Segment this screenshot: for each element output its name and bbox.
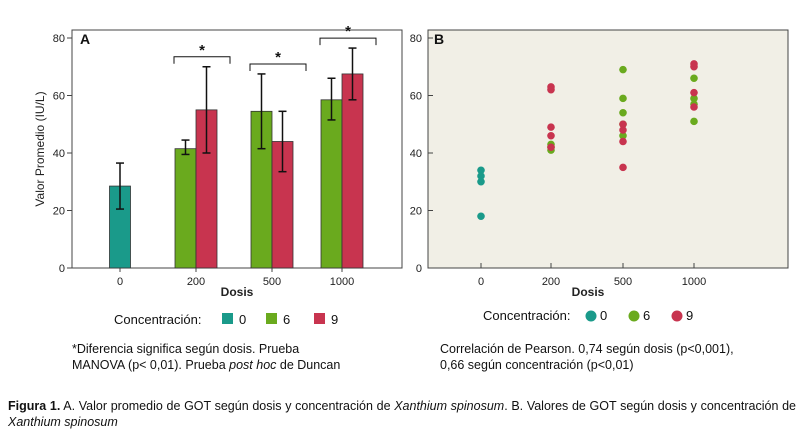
panel-b-y-tick-label-40: 40: [410, 148, 422, 160]
panel-a-significance-star-500: *: [275, 49, 281, 66]
panel-a-y-tick-label-0: 0: [59, 263, 65, 275]
panel-a-y-tick-label-80: 80: [53, 33, 65, 45]
panel-a-significance-star-1000: *: [345, 23, 351, 40]
panel-b-legend-label-0: 0: [600, 308, 607, 323]
panel-a-legend-swatch-6: [266, 313, 277, 324]
panel-a-x-tick-label-500: 500: [263, 276, 281, 288]
figure-charts: A Dosis Valor Promedio (IU/L) 020406080 …: [33, 23, 789, 327]
panel-b-point-conc-6-dosis-1000-10: [690, 94, 698, 103]
panel-b-x-tick-label-0: 0: [478, 276, 484, 288]
caption-species-1: Xanthium spinosum: [394, 399, 505, 413]
panel-a-error-bars: [116, 47, 357, 210]
panel-b-legend-dot-0: [585, 310, 597, 322]
panel-b-legend-label-6: 6: [643, 308, 650, 323]
panel-a-y-tick-label-60: 60: [53, 91, 65, 103]
caption-species-2: Xanthium spinosum: [8, 415, 118, 429]
panel-b-plot-area: [427, 29, 789, 269]
panel-a-bar-dosis-1000-conc-9: [341, 73, 364, 269]
panel-b-x-tick-label-1000: 1000: [682, 276, 706, 288]
panel-b-x-tick-label-500: 500: [614, 276, 632, 288]
panel-b-point-conc-6-dosis-500-3: [619, 131, 627, 140]
panel-b-point-conc-9-dosis-500-7: [619, 126, 627, 134]
panel-a-legend-label-6: 6: [283, 312, 290, 327]
caption-text-a: A. Valor promedio de GOT según dosis y c…: [60, 399, 395, 413]
panel-b-point-conc-9-dosis-200-2: [547, 123, 555, 131]
panel-b-legend-title: Concentración:: [483, 308, 570, 323]
panel-b-point-conc-9-dosis-200-4: [547, 83, 555, 91]
panel-b-letter: B: [434, 31, 444, 47]
panel-b-note-line1: Correlación de Pearson. 0,74 según dosis…: [440, 342, 734, 356]
caption-text-b: . B. Valores de GOT según dosis y concen…: [504, 399, 796, 413]
panel-a-legend-title: Concentración:: [114, 312, 201, 327]
panel-a-significance-star-200: *: [199, 42, 205, 59]
panel-b-legend-dot-9: [671, 310, 683, 322]
panel-b-point-conc-6-dosis-1000-11: [690, 74, 698, 83]
panel-a-note-line2-italic: post hoc: [229, 358, 277, 372]
panel-a-note-line2-a: MANOVA (p< 0,01). Prueba: [72, 358, 230, 372]
panel-b-x-axis: 0 200 500 1000: [478, 263, 706, 288]
panel-a-note-line1: *Diferencia significa según dosis. Prueb…: [72, 342, 300, 356]
panel-b-legend-dot-6: [628, 310, 640, 322]
panel-a-y-tick-label-20: 20: [53, 206, 65, 218]
panel-b-legend: Concentración: 0 6 9: [483, 308, 693, 323]
panel-b-point-conc-0-dosis-0-3: [477, 166, 485, 175]
panel-a-note-line2-b: de Duncan: [276, 358, 341, 372]
panel-a-x-tick-label-200: 200: [187, 276, 205, 288]
panel-b-y-axis: 0 20 40 60 80: [410, 33, 433, 275]
panel-b-legend-label-9: 9: [686, 308, 693, 323]
panel-b-note-line2: 0,66 según concentración (p<0,01): [440, 358, 634, 372]
panel-b-point-conc-6-dosis-500-5: [619, 108, 627, 117]
panel-b-point-conc-9-dosis-500-8: [619, 120, 627, 129]
panel-a-legend-label-9: 9: [331, 312, 338, 327]
panel-b-point-conc-0-dosis-0-2: [477, 172, 485, 180]
panel-b-y-tick-label-80: 80: [410, 33, 422, 45]
panel-a-bar-dosis-1000-conc-6: [320, 99, 343, 269]
panel-b-points: [477, 60, 698, 221]
panel-b-scatter-chart: B Dosis 0 20 40 60 80 0 200 500 1000: [410, 29, 789, 299]
panel-a-x-axis: 0 200 500 1000: [117, 268, 354, 288]
panel-b-point-conc-6-dosis-500-7: [619, 65, 627, 74]
caption-label: Figura 1.: [8, 399, 61, 413]
panel-b-point-conc-9-dosis-1000-10: [690, 88, 698, 97]
panel-b-point-conc-6-dosis-1000-8: [690, 117, 698, 126]
panel-b-x-axis-title: Dosis: [572, 285, 605, 299]
panel-a-y-axis-title: Valor Promedio (IU/L): [33, 91, 47, 206]
panel-a-x-tick-label-1000: 1000: [330, 276, 354, 288]
panel-a-significance-bracket-1000: [319, 37, 377, 46]
panel-b-y-tick-label-60: 60: [410, 91, 422, 103]
panel-b-point-conc-9-dosis-1000-9: [690, 103, 698, 111]
panel-b-point-conc-6-dosis-500-6: [619, 94, 627, 103]
panel-a-bar-chart: A Dosis Valor Promedio (IU/L) 020406080 …: [33, 23, 403, 299]
panel-a-note-line2: MANOVA (p< 0,01). Prueba post hoc de Dun…: [72, 357, 340, 373]
panel-b-point-conc-9-dosis-500-5: [619, 163, 627, 172]
panel-b-point-conc-0-dosis-0-0: [477, 212, 485, 221]
panel-b-point-conc-9-dosis-200-1: [547, 131, 555, 140]
panel-a-legend-swatch-0: [222, 313, 233, 324]
panel-b-y-tick-label-20: 20: [410, 206, 422, 218]
panel-a-bars: [109, 73, 364, 269]
panel-a-legend: Concentración: 0 6 9: [114, 312, 338, 327]
panel-a-legend-swatch-9: [314, 313, 325, 324]
panel-b-x-tick-label-200: 200: [542, 276, 560, 288]
panel-a-significance: * * *: [173, 23, 377, 71]
panel-a-legend-label-0: 0: [239, 312, 246, 327]
panel-a-letter: A: [80, 31, 90, 47]
panel-a-y-tick-label-40: 40: [53, 148, 65, 160]
panel-b-point-conc-9-dosis-1000-12: [690, 60, 698, 68]
panel-a-bar-dosis-200-conc-6: [174, 148, 197, 269]
panel-b-y-tick-label-0: 0: [416, 263, 422, 275]
panel-b-note: Correlación de Pearson. 0,74 según dosis…: [440, 341, 734, 373]
panel-a-note: *Diferencia significa según dosis. Prueb…: [72, 341, 340, 373]
panel-a-x-axis-title: Dosis: [221, 285, 254, 299]
panel-a-x-tick-label-0: 0: [117, 276, 123, 288]
panel-b-point-conc-0-dosis-0-1: [477, 177, 485, 186]
panel-b-point-conc-9-dosis-500-6: [619, 137, 627, 146]
panel-b-point-conc-9-dosis-200-0: [547, 143, 555, 152]
panel-a-y-axis: 0 20 40 60 80: [53, 33, 72, 275]
panel-a-significance-bracket-200: [173, 56, 231, 64]
panel-a-significance-bracket-500: [249, 63, 307, 71]
figure-caption: Figura 1. A. Valor promedio de GOT según…: [8, 398, 796, 430]
